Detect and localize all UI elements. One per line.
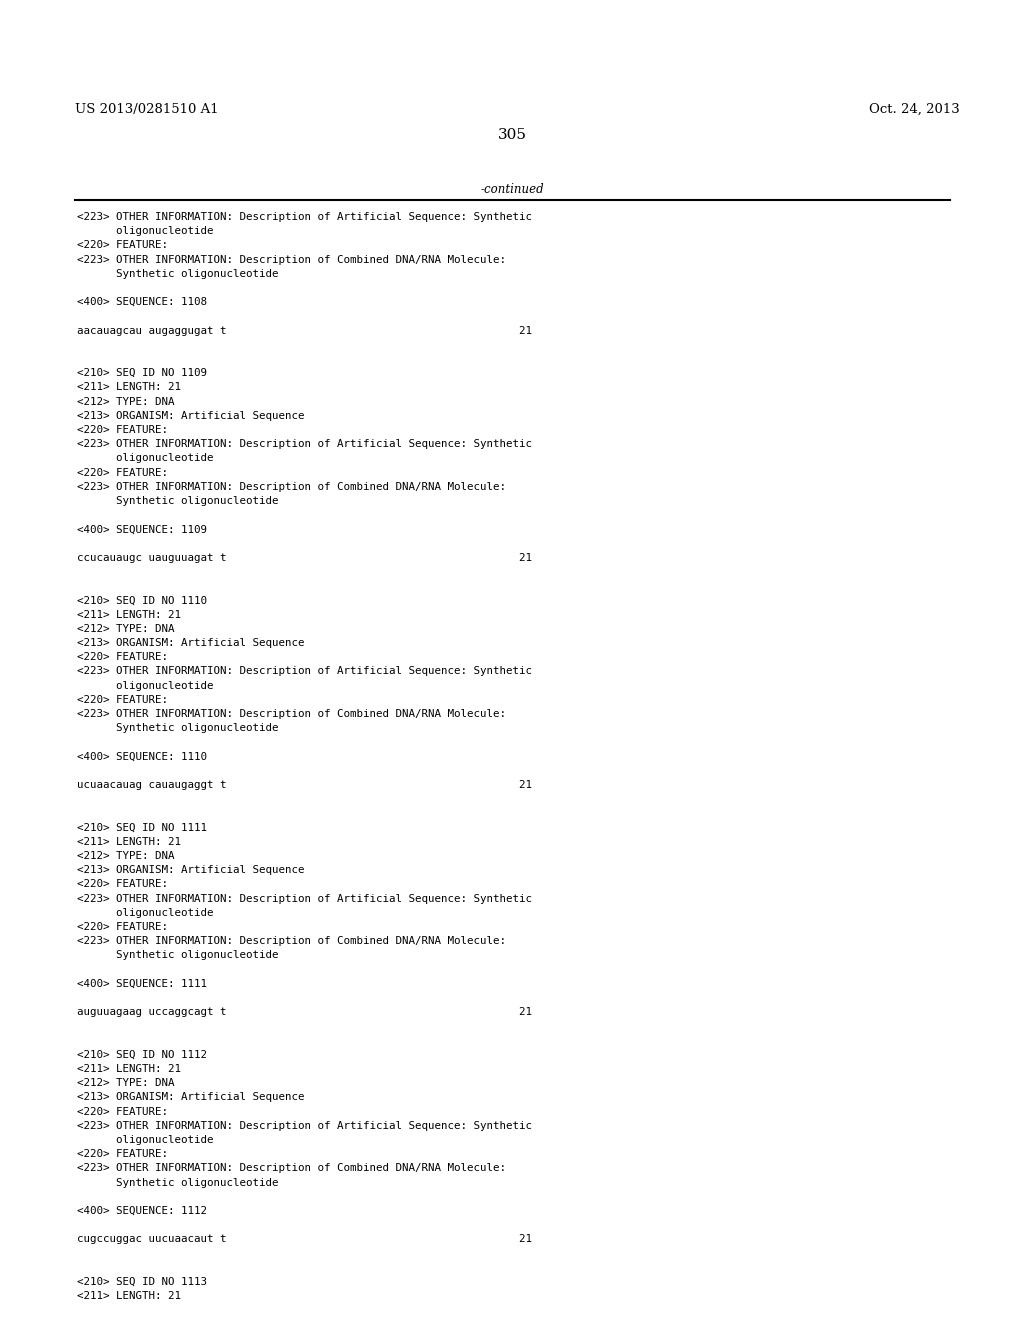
Text: auguuagaag uccaggcagt t                                             21: auguuagaag uccaggcagt t 21 [77, 1007, 532, 1018]
Text: <400> SEQUENCE: 1109: <400> SEQUENCE: 1109 [77, 524, 207, 535]
Text: <400> SEQUENCE: 1110: <400> SEQUENCE: 1110 [77, 751, 207, 762]
Text: <400> SEQUENCE: 1108: <400> SEQUENCE: 1108 [77, 297, 207, 308]
Text: <220> FEATURE:: <220> FEATURE: [77, 425, 168, 436]
Text: <220> FEATURE:: <220> FEATURE: [77, 467, 168, 478]
Text: Oct. 24, 2013: Oct. 24, 2013 [869, 103, 961, 116]
Text: <211> LENGTH: 21: <211> LENGTH: 21 [77, 383, 181, 392]
Text: <211> LENGTH: 21: <211> LENGTH: 21 [77, 610, 181, 619]
Text: <211> LENGTH: 21: <211> LENGTH: 21 [77, 837, 181, 847]
Text: <223> OTHER INFORMATION: Description of Combined DNA/RNA Molecule:: <223> OTHER INFORMATION: Description of … [77, 482, 506, 492]
Text: <223> OTHER INFORMATION: Description of Combined DNA/RNA Molecule:: <223> OTHER INFORMATION: Description of … [77, 709, 506, 719]
Text: <210> SEQ ID NO 1110: <210> SEQ ID NO 1110 [77, 595, 207, 606]
Text: Synthetic oligonucleotide: Synthetic oligonucleotide [77, 950, 279, 961]
Text: <212> TYPE: DNA: <212> TYPE: DNA [77, 1078, 174, 1088]
Text: oligonucleotide: oligonucleotide [77, 1135, 213, 1144]
Text: oligonucleotide: oligonucleotide [77, 908, 213, 917]
Text: ucuaacauag cauaugaggt t                                             21: ucuaacauag cauaugaggt t 21 [77, 780, 532, 789]
Text: aacauagcau augaggugat t                                             21: aacauagcau augaggugat t 21 [77, 326, 532, 335]
Text: <212> TYPE: DNA: <212> TYPE: DNA [77, 624, 174, 634]
Text: <211> LENGTH: 21: <211> LENGTH: 21 [77, 1064, 181, 1074]
Text: <220> FEATURE:: <220> FEATURE: [77, 879, 168, 890]
Text: <220> FEATURE:: <220> FEATURE: [77, 694, 168, 705]
Text: -continued: -continued [480, 183, 544, 195]
Text: <213> ORGANISM: Artificial Sequence: <213> ORGANISM: Artificial Sequence [77, 865, 304, 875]
Text: oligonucleotide: oligonucleotide [77, 226, 213, 236]
Text: Synthetic oligonucleotide: Synthetic oligonucleotide [77, 496, 279, 506]
Text: oligonucleotide: oligonucleotide [77, 681, 213, 690]
Text: <220> FEATURE:: <220> FEATURE: [77, 240, 168, 251]
Text: <223> OTHER INFORMATION: Description of Artificial Sequence: Synthetic: <223> OTHER INFORMATION: Description of … [77, 213, 532, 222]
Text: <400> SEQUENCE: 1111: <400> SEQUENCE: 1111 [77, 979, 207, 989]
Text: <223> OTHER INFORMATION: Description of Combined DNA/RNA Molecule:: <223> OTHER INFORMATION: Description of … [77, 255, 506, 264]
Text: <220> FEATURE:: <220> FEATURE: [77, 1150, 168, 1159]
Text: Synthetic oligonucleotide: Synthetic oligonucleotide [77, 269, 279, 279]
Text: <220> FEATURE:: <220> FEATURE: [77, 921, 168, 932]
Text: 305: 305 [498, 128, 526, 143]
Text: <223> OTHER INFORMATION: Description of Artificial Sequence: Synthetic: <223> OTHER INFORMATION: Description of … [77, 894, 532, 904]
Text: <212> TYPE: DNA: <212> TYPE: DNA [77, 851, 174, 861]
Text: ccucauaugc uauguuagat t                                             21: ccucauaugc uauguuagat t 21 [77, 553, 532, 562]
Text: <223> OTHER INFORMATION: Description of Artificial Sequence: Synthetic: <223> OTHER INFORMATION: Description of … [77, 440, 532, 449]
Text: <223> OTHER INFORMATION: Description of Artificial Sequence: Synthetic: <223> OTHER INFORMATION: Description of … [77, 667, 532, 676]
Text: oligonucleotide: oligonucleotide [77, 453, 213, 463]
Text: <213> ORGANISM: Artificial Sequence: <213> ORGANISM: Artificial Sequence [77, 638, 304, 648]
Text: <210> SEQ ID NO 1113: <210> SEQ ID NO 1113 [77, 1276, 207, 1287]
Text: <220> FEATURE:: <220> FEATURE: [77, 1106, 168, 1117]
Text: <210> SEQ ID NO 1112: <210> SEQ ID NO 1112 [77, 1049, 207, 1060]
Text: <223> OTHER INFORMATION: Description of Combined DNA/RNA Molecule:: <223> OTHER INFORMATION: Description of … [77, 1163, 506, 1173]
Text: <400> SEQUENCE: 1112: <400> SEQUENCE: 1112 [77, 1206, 207, 1216]
Text: <210> SEQ ID NO 1111: <210> SEQ ID NO 1111 [77, 822, 207, 833]
Text: <223> OTHER INFORMATION: Description of Combined DNA/RNA Molecule:: <223> OTHER INFORMATION: Description of … [77, 936, 506, 946]
Text: <223> OTHER INFORMATION: Description of Artificial Sequence: Synthetic: <223> OTHER INFORMATION: Description of … [77, 1121, 532, 1131]
Text: <211> LENGTH: 21: <211> LENGTH: 21 [77, 1291, 181, 1302]
Text: <220> FEATURE:: <220> FEATURE: [77, 652, 168, 663]
Text: <212> TYPE: DNA: <212> TYPE: DNA [77, 396, 174, 407]
Text: <213> ORGANISM: Artificial Sequence: <213> ORGANISM: Artificial Sequence [77, 411, 304, 421]
Text: Synthetic oligonucleotide: Synthetic oligonucleotide [77, 1177, 279, 1188]
Text: <210> SEQ ID NO 1109: <210> SEQ ID NO 1109 [77, 368, 207, 379]
Text: <213> ORGANISM: Artificial Sequence: <213> ORGANISM: Artificial Sequence [77, 1093, 304, 1102]
Text: Synthetic oligonucleotide: Synthetic oligonucleotide [77, 723, 279, 733]
Text: cugccuggac uucuaacaut t                                             21: cugccuggac uucuaacaut t 21 [77, 1234, 532, 1245]
Text: US 2013/0281510 A1: US 2013/0281510 A1 [75, 103, 219, 116]
